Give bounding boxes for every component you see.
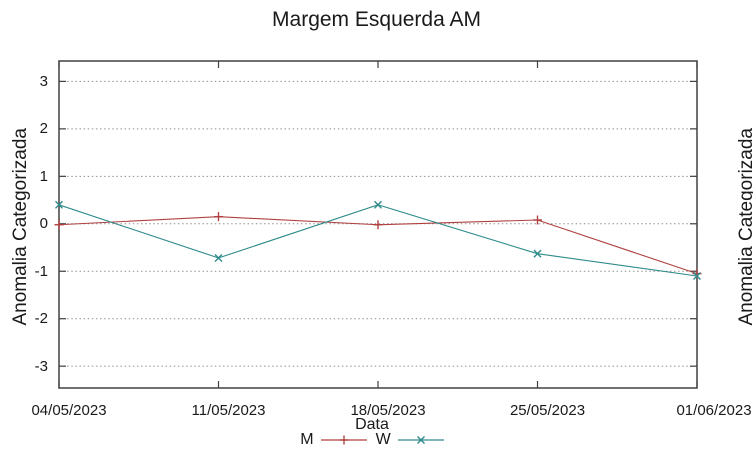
cross-marker-icon [54,200,64,209]
legend-label-w: W [375,431,391,448]
x-tick-label: 01/06/2023 [676,402,752,419]
x-tick-label: 25/05/2023 [509,402,586,419]
x-tick-label: 04/05/2023 [31,402,107,419]
legend-sample-m-line-icon [320,435,367,445]
cross-marker-icon [692,271,702,280]
chart-title: Margem Esquerda AM [272,8,481,31]
y-tick-label: -1 [34,262,48,280]
legend-sample-w-line-icon [397,435,444,445]
legend-label-m: M [300,431,314,448]
y-tick-label: -3 [34,357,48,375]
cross-marker-icon [533,249,542,258]
legend-item-w: W [376,431,444,449]
cross-marker-icon [416,435,425,445]
adjacent-chart-y-axis-label: Anomalia Categorizada [736,128,753,326]
y-tick-label: 2 [39,120,48,138]
y-tick-label: -2 [34,310,48,328]
x-tick-label: 18/05/2023 [350,402,426,419]
y-tick-label: 0 [39,215,48,233]
legend-item-m: M [300,431,367,449]
series-w-line [58,204,698,277]
cross-marker-icon [214,253,223,262]
y-tick-label: 1 [39,167,48,185]
legend: M W [0,431,744,449]
y-tick-label: 3 [39,72,48,90]
cross-marker-icon [373,200,383,209]
x-tick-label: 11/05/2023 [191,402,266,419]
x-axis-label: Data [355,416,389,433]
